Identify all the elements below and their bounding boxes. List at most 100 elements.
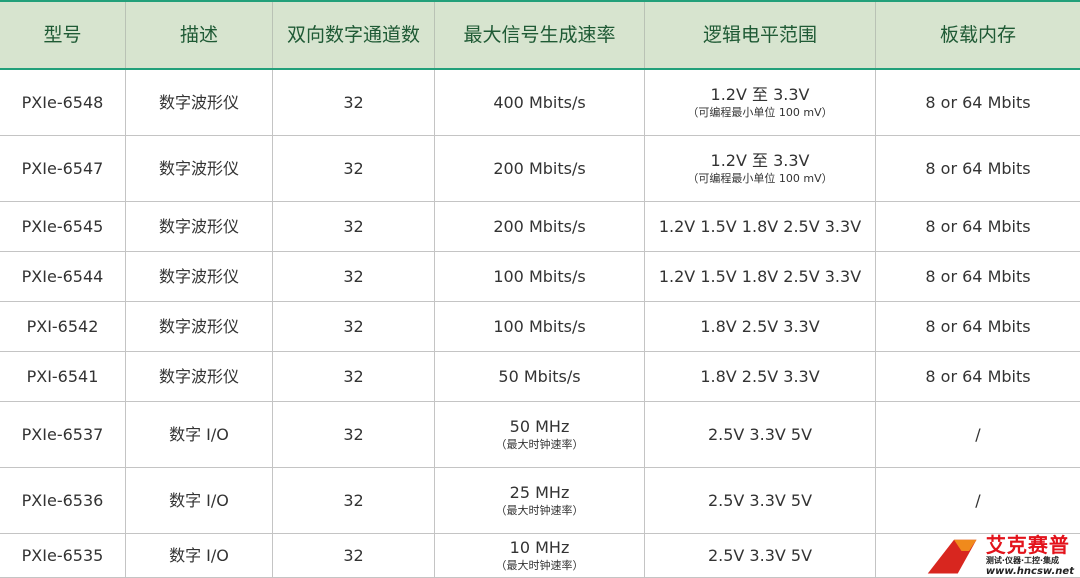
table-row: PXIe-6544 数字波形仪 32 100 Mbits/s 1.2V 1.5V 1.8… (0, 251, 1080, 302)
header-memory: 板载内存 (875, 0, 1080, 70)
model-text: PXI-6541 (26, 366, 99, 386)
cell-desc: 数字波形仪 (125, 201, 273, 252)
channels-text: 32 (343, 545, 364, 565)
memory-text: 8 or 64 Mbits (925, 92, 1031, 112)
rate-text: 100 Mbits/s (493, 266, 586, 286)
cell-channels: 32 (272, 135, 435, 202)
level-text: 2.5V 3.3V 5V (707, 424, 813, 444)
cell-level: 1.2V 至 3.3V （可编程最小单位 100 mV） (644, 135, 876, 202)
desc-text: 数字 I/O (169, 545, 229, 565)
cell-desc: 数字波形仪 (125, 251, 273, 302)
header-desc: 描述 (125, 0, 273, 70)
cell-level: 2.5V 3.3V 5V (644, 533, 876, 578)
model-text: PXIe-6536 (21, 490, 104, 510)
cell-channels: 32 (272, 401, 435, 468)
cell-model: PXIe-6548 (0, 69, 126, 136)
level-text: 2.5V 3.3V 5V (707, 545, 813, 565)
cell-rate: 100 Mbits/s (434, 301, 645, 352)
model-text: PXIe-6537 (21, 424, 104, 444)
table-body: PXIe-6548 数字波形仪 32 400 Mbits/s 1.2V 至 3.3V （可… (0, 69, 1080, 578)
watermark-logo: 艾克赛普 测试·仪器·工控·集成 www.hncsw.net (876, 534, 1080, 577)
rate-text: 25 MHz (509, 483, 570, 502)
level-text: 1.2V 1.5V 1.8V 2.5V 3.3V (658, 216, 862, 236)
model-text: PXI-6542 (26, 316, 99, 336)
channels-text: 32 (343, 490, 364, 510)
cell-channels: 32 (272, 533, 435, 578)
cell-level: 1.2V 至 3.3V （可编程最小单位 100 mV） (644, 69, 876, 136)
cell-memory: / (875, 467, 1080, 534)
rate_note-text: （最大时钟速率） (495, 438, 584, 451)
memory-text: / (975, 490, 981, 510)
level-text: 1.8V 2.5V 3.3V (700, 366, 820, 386)
table-row: PXIe-6535 数字 I/O 32 10 MHz （最大时钟速率） 2.5V 3.3V… (0, 533, 1080, 578)
memory-text: / (975, 424, 981, 444)
desc-text: 数字波形仪 (158, 92, 239, 112)
level-text: 1.8V 2.5V 3.3V (700, 316, 820, 336)
table-row: PXIe-6537 数字 I/O 32 50 MHz （最大时钟速率） 2.5V 3.3V… (0, 401, 1080, 468)
memory-text: 8 or 64 Mbits (925, 266, 1031, 286)
cell-channels: 32 (272, 201, 435, 252)
cell-model: PXIe-6537 (0, 401, 126, 468)
desc-text: 数字波形仪 (158, 316, 239, 336)
rate_note-text: （最大时钟速率） (495, 504, 584, 517)
table-row: PXI-6541 数字波形仪 32 50 Mbits/s 1.8V 2.5V 3.3V 8… (0, 351, 1080, 402)
memory-text: 8 or 64 Mbits (925, 216, 1031, 236)
header-level: 逻辑电平范围 (644, 0, 876, 70)
watermark-text: 艾克赛普 测试·仪器·工控·集成 www.hncsw.net (986, 534, 1074, 577)
cell-model: PXIe-6545 (0, 201, 126, 252)
table-row: PXIe-6547 数字波形仪 32 200 Mbits/s 1.2V 至 3.3V （可… (0, 135, 1080, 202)
cell-memory: 艾克赛普 测试·仪器·工控·集成 www.hncsw.net (875, 533, 1080, 578)
cell-desc: 数字波形仪 (125, 69, 273, 136)
model-text: PXIe-6548 (21, 92, 104, 112)
desc-text: 数字波形仪 (158, 266, 239, 286)
cell-model: PXIe-6536 (0, 467, 126, 534)
cell-rate: 400 Mbits/s (434, 69, 645, 136)
cell-model: PXI-6541 (0, 351, 126, 402)
cell-channels: 32 (272, 251, 435, 302)
desc-text: 数字波形仪 (158, 216, 239, 236)
cell-desc: 数字 I/O (125, 401, 273, 468)
level-text: 1.2V 至 3.3V (710, 85, 810, 104)
cell-level: 2.5V 3.3V 5V (644, 467, 876, 534)
memory-text: 8 or 64 Mbits (925, 158, 1031, 178)
model-text: PXIe-6535 (21, 545, 104, 565)
level-text: 2.5V 3.3V 5V (707, 490, 813, 510)
cell-channels: 32 (272, 301, 435, 352)
cell-desc: 数字波形仪 (125, 301, 273, 352)
header-rate: 最大信号生成速率 (434, 0, 645, 70)
level_note-text: （可编程最小单位 100 mV） (687, 106, 833, 119)
cell-model: PXIe-6547 (0, 135, 126, 202)
cell-desc: 数字波形仪 (125, 135, 273, 202)
channels-text: 32 (343, 216, 364, 236)
cell-channels: 32 (272, 69, 435, 136)
cell-model: PXIe-6544 (0, 251, 126, 302)
rate-text: 10 MHz (509, 538, 570, 557)
rate-text: 50 MHz (509, 417, 570, 436)
header-row: 型号 描述 双向数字通道数 最大信号生成速率 逻辑电平范围 板载内存 (0, 0, 1080, 70)
level_note-text: （可编程最小单位 100 mV） (687, 172, 833, 185)
desc-text: 数字波形仪 (158, 366, 239, 386)
level-text: 1.2V 1.5V 1.8V 2.5V 3.3V (658, 266, 862, 286)
rate-text: 100 Mbits/s (493, 316, 586, 336)
cell-level: 1.8V 2.5V 3.3V (644, 351, 876, 402)
cell-rate: 200 Mbits/s (434, 201, 645, 252)
cell-rate: 10 MHz （最大时钟速率） (434, 533, 645, 578)
cell-rate: 100 Mbits/s (434, 251, 645, 302)
cell-desc: 数字波形仪 (125, 351, 273, 402)
cell-level: 1.8V 2.5V 3.3V (644, 301, 876, 352)
cell-memory: 8 or 64 Mbits (875, 251, 1080, 302)
table-row: PXI-6542 数字波形仪 32 100 Mbits/s 1.8V 2.5V 3.3V… (0, 301, 1080, 352)
table-row: PXIe-6545 数字波形仪 32 200 Mbits/s 1.2V 1.5V 1.8… (0, 201, 1080, 252)
channels-text: 32 (343, 366, 364, 386)
cell-rate: 50 MHz （最大时钟速率） (434, 401, 645, 468)
cell-model: PXIe-6535 (0, 533, 126, 578)
cell-rate: 50 Mbits/s (434, 351, 645, 402)
cell-memory: 8 or 64 Mbits (875, 351, 1080, 402)
watermark-brand: 艾克赛普 (985, 534, 1070, 557)
cell-model: PXI-6542 (0, 301, 126, 352)
watermark-url: www.hncsw.net (985, 566, 1074, 577)
channels-text: 32 (343, 266, 364, 286)
memory-text: 8 or 64 Mbits (925, 316, 1031, 336)
cell-memory: 8 or 64 Mbits (875, 69, 1080, 136)
